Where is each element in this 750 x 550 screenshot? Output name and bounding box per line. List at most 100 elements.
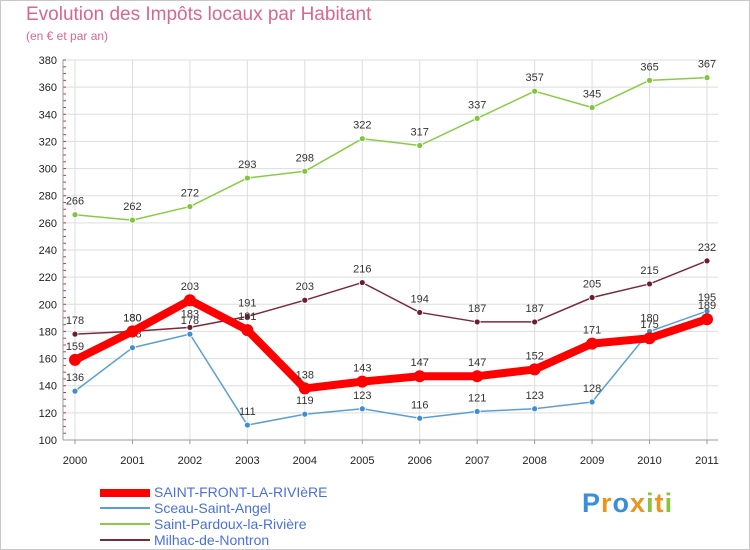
legend-label-milhac: Milhac-de-Nontron — [154, 532, 270, 548]
legend-swatch-saint-front — [100, 489, 150, 497]
series-0-point — [129, 216, 136, 224]
series-1-point — [71, 330, 79, 338]
legend-swatch-saint-pardoux — [100, 523, 150, 525]
series-1-data-label: 215 — [640, 265, 658, 277]
series-3-point — [356, 375, 369, 388]
series-3-data-label: 181 — [238, 311, 256, 323]
x-tick-label: 2002 — [178, 455, 202, 467]
x-tick-label: 2010 — [637, 455, 661, 467]
logo-letter: P — [582, 488, 602, 518]
series-0-point — [71, 211, 79, 219]
series-0-point — [473, 114, 481, 122]
series-2-point — [186, 330, 194, 338]
series-0-data-label: 317 — [411, 127, 429, 139]
series-3-data-label: 171 — [583, 325, 601, 337]
series-2-data-label: 123 — [525, 390, 543, 402]
y-tick-label: 240 — [39, 245, 57, 257]
x-tick-label: 2004 — [293, 455, 317, 467]
series-3-data-label: 203 — [181, 281, 199, 293]
series-0-point — [186, 203, 194, 210]
series-2-point — [473, 408, 481, 415]
series-0-data-label: 272 — [181, 188, 199, 200]
series-1-point — [473, 318, 481, 326]
series-0-data-label: 367 — [698, 59, 716, 71]
logo-letter: t — [654, 488, 665, 518]
series-3-point — [701, 313, 713, 326]
series-3-data-label: 189 — [698, 300, 716, 312]
series-1-data-label: 178 — [66, 315, 84, 327]
logo-letter: i — [664, 488, 674, 518]
series-3-data-label: 147 — [468, 357, 486, 369]
series-3-point — [528, 363, 541, 376]
series-0-data-label: 262 — [123, 201, 141, 213]
series-1-data-label: 187 — [468, 303, 486, 315]
series-1-data-label: 194 — [411, 293, 429, 305]
x-tick-label: 2000 — [63, 455, 87, 467]
series-0-point — [358, 135, 366, 143]
chart-subtitle: (en € et par an) — [26, 29, 109, 43]
y-tick-label: 140 — [39, 381, 57, 393]
series-1-data-label: 203 — [296, 281, 314, 293]
series-3-point — [69, 353, 81, 366]
series-3-line — [71, 296, 711, 393]
series-3-data-label: 175 — [640, 319, 658, 331]
series-1-data-label: 232 — [698, 242, 716, 254]
series-3-point — [241, 324, 254, 337]
y-tick-label: 360 — [39, 82, 57, 94]
series-2-data-label: 180 — [640, 312, 658, 324]
series-3-point — [643, 332, 656, 345]
legend-swatch-milhac — [100, 539, 150, 541]
series-0-data-label: 293 — [238, 159, 256, 171]
logo-letter: i — [646, 488, 655, 518]
series-2-point — [71, 387, 79, 395]
series-0-point — [243, 174, 251, 182]
y-tick-label: 320 — [39, 136, 57, 148]
series-0-point — [416, 142, 424, 149]
series-1-point — [531, 318, 539, 326]
series-2-data-label: 178 — [181, 315, 199, 327]
x-tick-label: 2003 — [235, 455, 259, 467]
series-1-data-label: 191 — [238, 298, 256, 310]
series-0-point — [531, 87, 539, 95]
series-1-point — [186, 323, 194, 331]
legend-label-saint-pardoux: Saint-Pardoux-la-Rivière — [154, 516, 307, 532]
series-1-point — [703, 257, 711, 265]
series-3-data-label: 143 — [353, 363, 371, 375]
series-0-data-label: 365 — [640, 61, 658, 73]
y-tick-label: 220 — [39, 272, 57, 284]
series-2-point — [416, 414, 424, 422]
y-tick-label: 160 — [39, 354, 57, 366]
x-tick-label: 2009 — [580, 455, 604, 467]
series-0-data-label: 322 — [353, 120, 371, 132]
series-0-point — [646, 76, 653, 84]
logo-letter: o — [612, 488, 631, 518]
series-3-data-label: 138 — [296, 369, 314, 381]
chart-title: Evolution des Impôts locaux par Habitant — [26, 4, 372, 25]
series-2-data-label: 195 — [698, 292, 716, 304]
y-tick-label: 280 — [39, 191, 57, 203]
series-1-point — [243, 313, 251, 320]
series-2-data-label: 123 — [353, 390, 371, 402]
series-2-point — [588, 398, 596, 406]
series-2-data-label: 119 — [296, 395, 314, 407]
series-1-data-label: 187 — [525, 303, 543, 315]
series-1-point — [358, 279, 366, 286]
legend-label-sceau: Sceau-Saint-Angel — [154, 500, 271, 516]
x-tick-label: 2011 — [695, 455, 719, 467]
series-2-data-label: 136 — [66, 372, 84, 384]
series-2-data-label: 111 — [239, 406, 256, 418]
series-1-data-label: 205 — [583, 279, 601, 291]
y-tick-label: 300 — [39, 164, 57, 176]
x-tick-label: 2006 — [407, 455, 431, 467]
series-0-point — [703, 74, 711, 82]
logo-letter: r — [601, 488, 613, 518]
series-3-point — [471, 370, 484, 383]
proxiti-logo: Proxiti — [582, 488, 673, 519]
y-tick-label: 120 — [39, 408, 57, 420]
series-0-line — [74, 76, 708, 221]
series-3-data-label: 159 — [66, 341, 84, 353]
series-0-data-label: 357 — [525, 72, 543, 84]
x-tick-label: 2001 — [120, 455, 144, 467]
series-3-data-label: 152 — [525, 350, 543, 362]
series-2-data-label: 116 — [411, 399, 429, 411]
